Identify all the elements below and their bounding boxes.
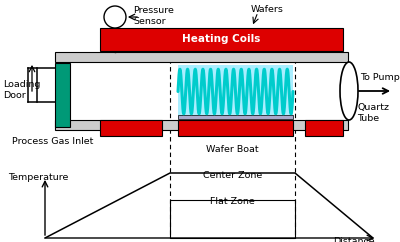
Text: Center Zone: Center Zone	[203, 171, 262, 180]
Bar	[178, 65, 293, 118]
Ellipse shape	[340, 62, 358, 120]
Text: Temperature: Temperature	[8, 174, 68, 182]
Text: Heating Coils: Heating Coils	[182, 35, 261, 45]
Bar	[55, 120, 348, 130]
Bar	[100, 120, 162, 136]
Bar	[100, 28, 343, 51]
Text: Loading
Door: Loading Door	[3, 80, 40, 100]
Bar	[178, 120, 293, 136]
Text: To Pump: To Pump	[360, 74, 400, 83]
Bar	[305, 120, 343, 136]
Text: Flat Zone: Flat Zone	[210, 197, 255, 206]
Text: Process Gas Inlet: Process Gas Inlet	[12, 137, 93, 146]
Text: Quartz
Tube: Quartz Tube	[357, 103, 389, 123]
Circle shape	[104, 6, 126, 28]
Bar	[55, 52, 348, 62]
Bar	[55, 63, 70, 127]
Text: Wafer Boat: Wafer Boat	[206, 145, 259, 154]
Text: Distance: Distance	[333, 236, 375, 242]
Bar	[170, 200, 295, 238]
Text: Wafers: Wafers	[250, 5, 284, 14]
Bar	[178, 115, 293, 119]
Text: Pressure
Sensor: Pressure Sensor	[133, 6, 174, 26]
